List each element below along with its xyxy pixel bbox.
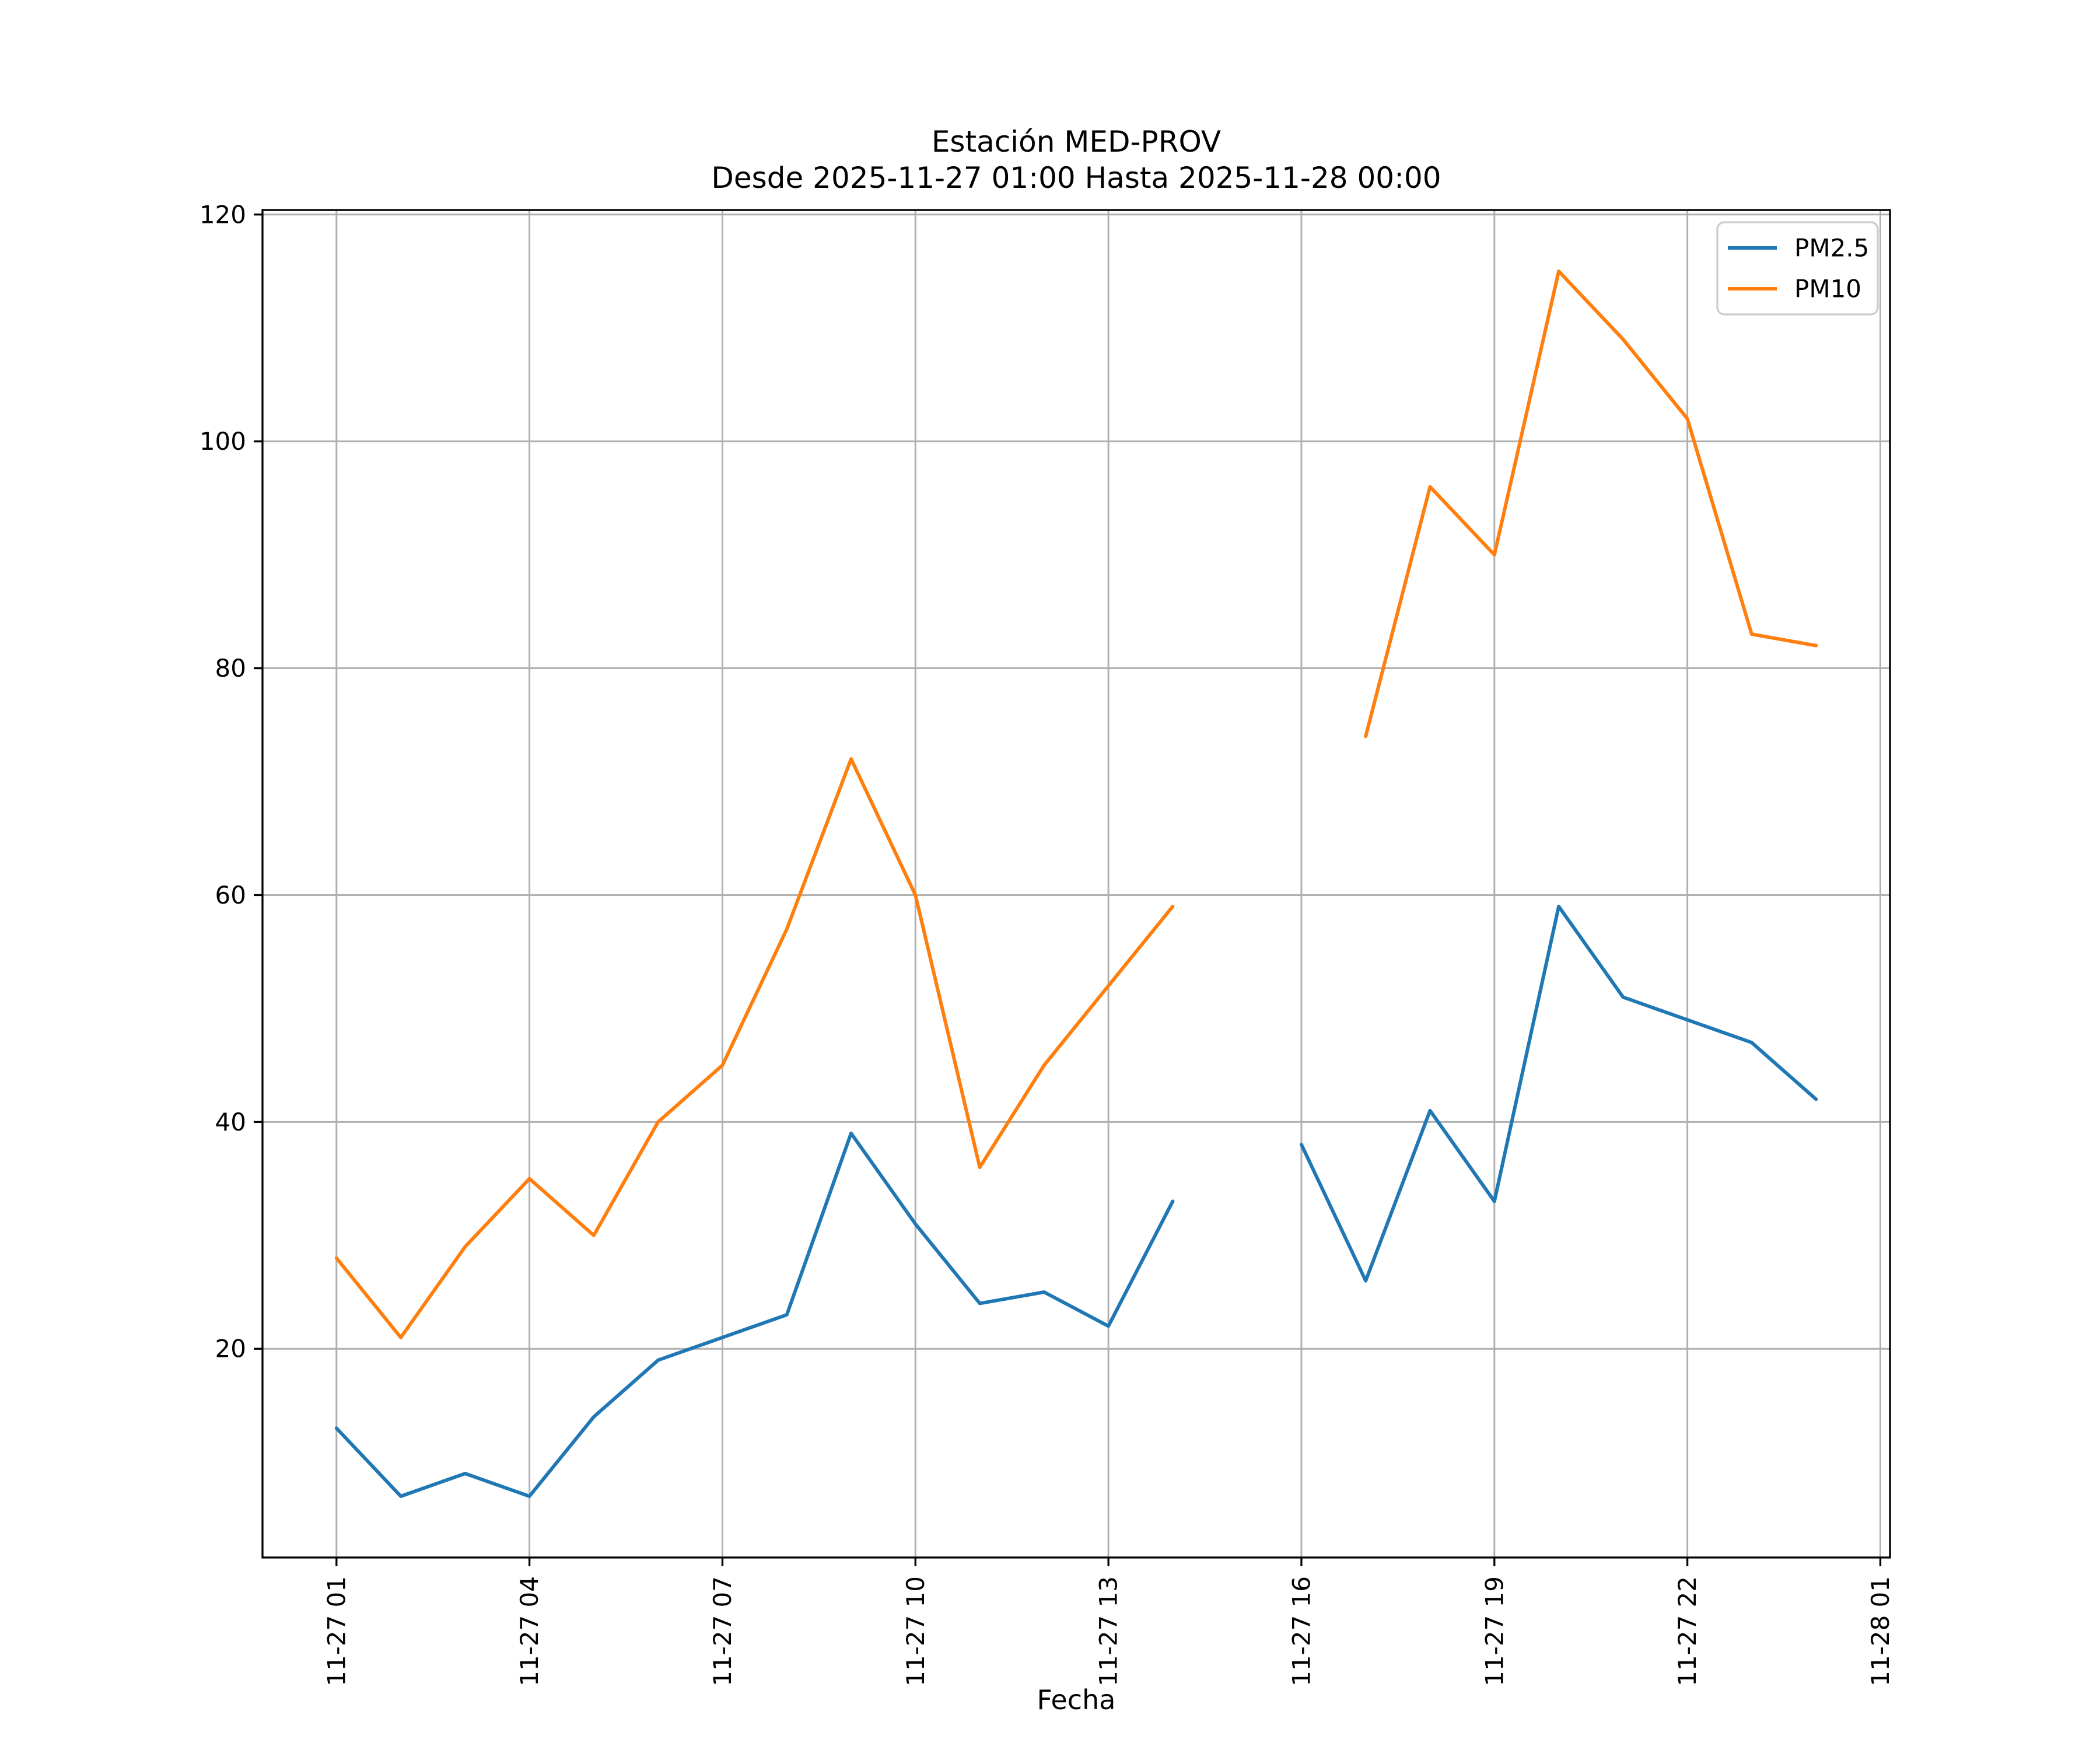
x-tick-label: 11-27 19 [1480, 1576, 1508, 1686]
x-axis-label: Fecha [1037, 1684, 1116, 1716]
legend-label: PM10 [1794, 275, 1861, 303]
data-series [334, 270, 1818, 1498]
series-line-pm25 [334, 904, 1818, 1498]
x-tick-label: 11-27 16 [1287, 1576, 1315, 1686]
y-tick-label: 80 [215, 654, 246, 682]
x-tick-label: 11-27 04 [515, 1576, 544, 1686]
y-tick-label: 60 [215, 881, 246, 909]
y-tick-label: 40 [215, 1108, 246, 1136]
y-tick-label: 20 [215, 1335, 246, 1363]
x-tick-label: 11-27 13 [1094, 1576, 1123, 1686]
series-line-pm10 [334, 270, 1818, 1339]
y-tick-label: 120 [200, 200, 246, 229]
x-tick-label: 11-27 22 [1673, 1576, 1702, 1686]
legend: PM2.5 PM10 [1716, 221, 1879, 316]
y-tick-label: 100 [200, 427, 246, 456]
plot-border [261, 209, 1891, 1559]
legend-box [1716, 221, 1879, 316]
x-tick-label: 11-28 01 [1866, 1576, 1895, 1686]
legend-label: PM2.5 [1794, 234, 1869, 262]
x-tick-label: 11-27 07 [708, 1576, 737, 1686]
axes: 11-27 01 11-27 04 11-27 07 11-27 10 11-27 13… [200, 200, 1895, 1686]
chart-title: Estación MED-PROV [932, 125, 1221, 159]
x-tick-label: 11-27 10 [901, 1576, 930, 1686]
grid-lines [262, 210, 1890, 1558]
x-tick-label: 11-27 01 [322, 1576, 351, 1686]
chart-subtitle: Desde 2025-11-27 01:00 Hasta 2025-11-28 … [711, 161, 1441, 195]
